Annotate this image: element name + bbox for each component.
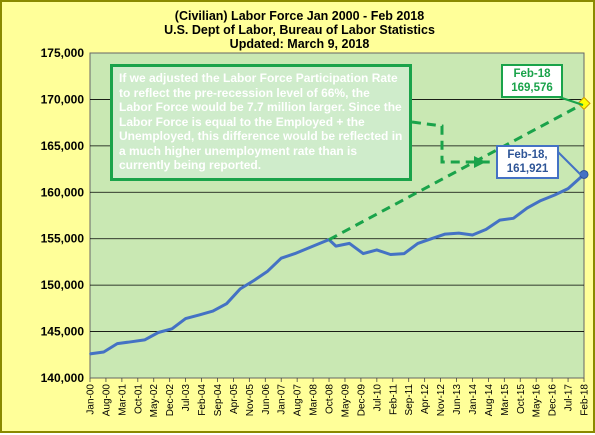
x-tick-label: Jun-13 bbox=[452, 384, 463, 415]
actual-callout-leader bbox=[554, 148, 582, 176]
data-point bbox=[130, 340, 132, 343]
data-point bbox=[485, 228, 488, 231]
chart-updated: Updated: March 9, 2018 bbox=[229, 37, 370, 51]
data-point bbox=[362, 252, 365, 255]
x-tick-label: Feb-04 bbox=[197, 384, 208, 416]
data-point bbox=[430, 237, 433, 240]
x-tick-label: Oct-15 bbox=[516, 384, 527, 414]
y-tick-label: 165,000 bbox=[41, 139, 85, 153]
x-tick-label: Mar-01 bbox=[117, 384, 128, 416]
data-point bbox=[307, 247, 310, 249]
x-tick-label: Mar-15 bbox=[500, 384, 511, 416]
x-tick-label: Jun-06 bbox=[261, 384, 272, 415]
data-point bbox=[225, 302, 228, 305]
chart-subtitle: U.S. Dept of Labor, Bureau of Labor Stat… bbox=[164, 23, 435, 37]
callout-projected: Feb-18 169,576 bbox=[501, 64, 563, 98]
data-point bbox=[457, 232, 460, 235]
x-tick-label: Aug-07 bbox=[293, 384, 304, 417]
callout-projected-date: Feb-18 bbox=[513, 68, 551, 80]
x-tick-label: Mar-08 bbox=[309, 384, 320, 416]
x-tick-label: Sep-11 bbox=[404, 384, 415, 416]
data-point bbox=[348, 242, 351, 245]
y-tick-label: 160,000 bbox=[41, 185, 85, 199]
callout-projected-value: 169,576 bbox=[511, 82, 553, 94]
data-point bbox=[403, 252, 406, 255]
y-tick-label: 170,000 bbox=[41, 92, 85, 106]
x-tick-label: Aug-00 bbox=[101, 384, 112, 417]
data-point bbox=[539, 199, 542, 202]
x-tick-label: Feb-18 bbox=[580, 384, 591, 416]
x-tick-label: Oct-08 bbox=[325, 384, 336, 414]
data-point bbox=[253, 279, 255, 282]
data-point bbox=[102, 351, 105, 353]
x-tick-label: May-09 bbox=[340, 384, 351, 418]
data-point bbox=[416, 242, 419, 245]
data-point bbox=[212, 310, 214, 313]
data-point bbox=[89, 352, 91, 355]
data-point bbox=[498, 219, 501, 222]
data-point bbox=[171, 327, 173, 330]
x-tick-label: Oct-01 bbox=[133, 384, 144, 414]
series-projected-line bbox=[328, 102, 585, 241]
x-tick-label: Jul-10 bbox=[372, 384, 383, 412]
data-point bbox=[157, 331, 160, 334]
y-tick-label: 175,000 bbox=[41, 46, 85, 60]
data-point bbox=[567, 187, 569, 190]
x-tick-label: Jan-00 bbox=[86, 384, 97, 415]
data-point bbox=[444, 233, 447, 235]
data-point bbox=[321, 241, 324, 244]
data-point bbox=[280, 257, 283, 260]
x-tick-label: Jul-17 bbox=[564, 384, 575, 412]
x-tick-label: Sep-04 bbox=[213, 384, 224, 417]
projected-end-marker bbox=[577, 96, 591, 111]
note-arrowhead bbox=[474, 156, 486, 168]
data-point bbox=[512, 217, 515, 220]
x-tick-label: Nov-12 bbox=[436, 384, 447, 417]
x-tick-label: Apr-12 bbox=[420, 384, 431, 414]
data-point bbox=[116, 342, 119, 345]
note-connector bbox=[411, 120, 492, 164]
x-tick-label: May-16 bbox=[532, 384, 543, 418]
data-point bbox=[553, 194, 556, 196]
annotation-note: If we adjusted the Labor Force Participa… bbox=[110, 64, 412, 181]
data-point bbox=[375, 248, 378, 251]
chart-title: (Civilian) Labor Force Jan 2000 - Feb 20… bbox=[174, 9, 425, 23]
x-tick-label: Apr-05 bbox=[229, 384, 240, 414]
y-tick-label: 150,000 bbox=[41, 278, 85, 292]
data-point bbox=[239, 287, 242, 290]
callout-actual: Feb-18, 161,921 bbox=[496, 145, 559, 179]
x-tick-label: Jul-03 bbox=[181, 384, 192, 412]
data-point bbox=[198, 313, 201, 316]
y-tick-label: 155,000 bbox=[41, 232, 85, 246]
y-tick-label: 140,000 bbox=[41, 371, 85, 385]
x-tick-label: Feb-11 bbox=[388, 384, 399, 415]
x-tick-label: Jan-14 bbox=[468, 384, 479, 415]
x-tick-label: Nov-05 bbox=[245, 384, 256, 417]
data-point bbox=[266, 270, 269, 273]
data-point bbox=[389, 253, 392, 256]
data-point bbox=[184, 317, 187, 320]
callout-actual-value: 161,921 bbox=[506, 163, 549, 175]
y-tick-label: 145,000 bbox=[41, 325, 85, 339]
data-point bbox=[526, 207, 528, 209]
data-point bbox=[143, 339, 146, 341]
data-point bbox=[293, 252, 296, 255]
data-point bbox=[471, 234, 474, 236]
series-actual-line bbox=[89, 173, 585, 356]
callout-actual-date: Feb-18, bbox=[507, 149, 548, 161]
x-tick-label: Dec-16 bbox=[548, 384, 559, 417]
x-tick-label: May-02 bbox=[149, 384, 160, 418]
x-tick-label: Dec-09 bbox=[356, 384, 367, 417]
x-tick-label: Dec-02 bbox=[165, 384, 176, 417]
x-tick-label: Jan-07 bbox=[277, 384, 288, 415]
x-tick-label: Aug-14 bbox=[484, 384, 495, 417]
data-point bbox=[334, 245, 337, 248]
